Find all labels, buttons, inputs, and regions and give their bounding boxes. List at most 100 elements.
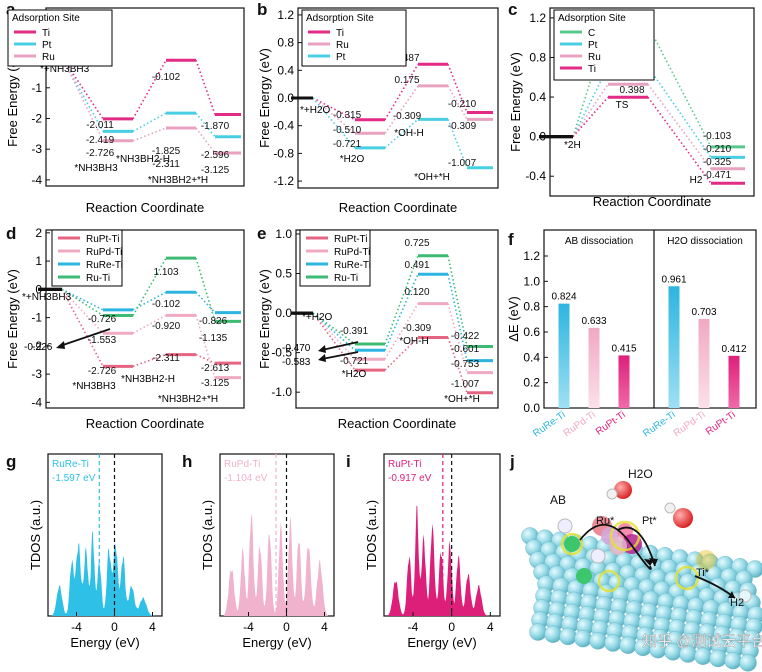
plot-frame — [45, 229, 245, 409]
chart-panel-g: -4 0 4 Energy (eV) TDOS (a.u.) RuRe-Ti -1.597 … — [28, 453, 163, 650]
y-tick-label: -1.2 — [273, 174, 294, 188]
legend-title: Adsorption Site — [12, 13, 80, 24]
label-ru-star: Ru* — [596, 515, 615, 527]
label-ab: AB — [550, 493, 566, 507]
y-tick-label: 1.0 — [523, 274, 540, 288]
y-axis-label: TDOS (a.u.) — [364, 500, 379, 570]
state-label: H2 — [690, 175, 703, 186]
level-value-label: 0.398 — [619, 85, 644, 96]
d-band-center-label: -1.104 eV — [224, 473, 268, 484]
tdos-area — [223, 513, 328, 616]
series-connector — [312, 97, 356, 149]
y-tick-label: -3 — [31, 367, 42, 381]
state-label: *+NH3BH3 — [22, 292, 72, 303]
level-value-label: -0.102 — [152, 299, 181, 310]
reaction-arrows — [579, 523, 736, 599]
state-label: *OH+*H — [444, 394, 480, 405]
y-tick-label: 0.4 — [277, 63, 294, 77]
bar-RuPt-Ti — [728, 355, 740, 408]
y-tick-label: -2 — [31, 339, 42, 353]
chart-panel-h: -4 0 4 Energy (eV) TDOS (a.u.) RuPd-Ti -1.104 … — [200, 453, 335, 650]
series-connector — [312, 97, 356, 134]
level-value-label: -1.553 — [88, 335, 117, 346]
panel-letter-d: d — [6, 224, 17, 243]
x-axis-label: Reaction Coordinate — [593, 194, 712, 209]
legend-entry: RuPd-Ti — [86, 247, 122, 258]
level-value-label: -0.826 — [199, 316, 228, 327]
level-value-label: 0.120 — [404, 287, 429, 298]
level-value-label: 0.725 — [404, 238, 429, 249]
series-connector — [384, 273, 419, 351]
level-value-label: -0.471 — [703, 170, 732, 181]
bar-value-label: 0.412 — [721, 344, 746, 355]
tdos-area — [387, 505, 494, 616]
level-value-label: -0.391 — [340, 326, 369, 337]
slab-atom — [544, 625, 562, 643]
level-value-label: -0.309 — [403, 323, 432, 334]
bar-value-label: 0.824 — [551, 292, 576, 303]
state-label: *NH3BH2+*H — [148, 175, 208, 186]
level-value-label: -1.870 — [201, 121, 230, 132]
legend-entry: Ru — [588, 52, 601, 63]
x-tick-label: -4 — [243, 620, 254, 634]
adsorbate-molecules — [557, 481, 752, 603]
series-connector — [132, 127, 167, 142]
series-connector — [447, 119, 468, 169]
series-connector — [647, 25, 712, 148]
legend-entry: RuRe-Ti — [52, 459, 89, 470]
level-value-label: -2.311 — [152, 159, 180, 170]
state-label: *2H — [564, 140, 581, 151]
x-tick-label: -4 — [408, 620, 419, 634]
level-value-label: -1.007 — [448, 158, 477, 169]
series-connector — [447, 85, 468, 120]
state-label: *NH3BH2-H — [116, 154, 170, 165]
legend-entry: Ru — [42, 52, 55, 63]
y-tick-label: 0.0 — [277, 91, 294, 105]
legend-entry: RuPt-Ti — [86, 234, 120, 245]
y-axis-label: Free Energy (eV) — [257, 269, 272, 369]
label-h2o: H2O — [628, 467, 653, 481]
level-value-label: -0.325 — [703, 157, 732, 168]
bar-value-label: 0.961 — [661, 274, 686, 285]
series-connector — [647, 96, 712, 184]
series-connector — [447, 255, 468, 347]
level-value-label: -2.311 — [152, 353, 180, 364]
arrow-head — [318, 354, 326, 362]
level-value-label: -3.125 — [201, 378, 230, 389]
x-axis-label: Reaction Coordinate — [338, 416, 457, 431]
legend-entry: Ru-Ti — [334, 273, 358, 284]
state-label: *NH3BH3 — [74, 163, 118, 174]
state-label: *NH3BH3 — [72, 381, 116, 392]
level-value-label: -1.825 — [152, 146, 181, 157]
category-label: RuPt-Ti — [704, 409, 738, 437]
x-tick-label: 4 — [487, 620, 494, 634]
level-value-label: -0.103 — [703, 131, 732, 142]
level-value-label: -2.419 — [86, 135, 115, 146]
legend-entry: RuPt-Ti — [388, 459, 422, 470]
panel-letter-g: g — [6, 452, 17, 471]
state-label: *OH-H — [399, 336, 428, 347]
plot-frame — [295, 229, 499, 409]
y-tick-label: 0.4 — [529, 90, 546, 104]
legend-entry: RuPd-Ti — [334, 247, 370, 258]
series-connector — [195, 127, 216, 154]
arrow-head — [318, 345, 326, 353]
chart-panel-i: -4 0 4 Energy (eV) TDOS (a.u.) RuPt-Ti -0.917 … — [364, 453, 501, 650]
y-tick-label: 1.0 — [275, 227, 292, 241]
series-connector — [61, 288, 104, 367]
level-value-label: -2.613 — [201, 363, 230, 374]
series-connector — [61, 288, 104, 317]
arrow-value-label: -0.470 — [282, 343, 311, 354]
y-tick-label: -3 — [31, 142, 42, 156]
y-axis-label: Free Energy (eV) — [508, 52, 523, 152]
level-value-label: -0.102 — [152, 72, 181, 83]
slab-atom — [559, 627, 577, 646]
series-connector — [447, 274, 468, 361]
slab-atom — [694, 647, 712, 665]
bar-value-label: 0.703 — [691, 307, 716, 318]
state-label: *+NH3BH3 — [40, 64, 90, 75]
x-tick-label: 4 — [149, 620, 156, 634]
y-tick-label: 0.5 — [275, 267, 292, 281]
legend-entry: Ti — [336, 28, 344, 39]
